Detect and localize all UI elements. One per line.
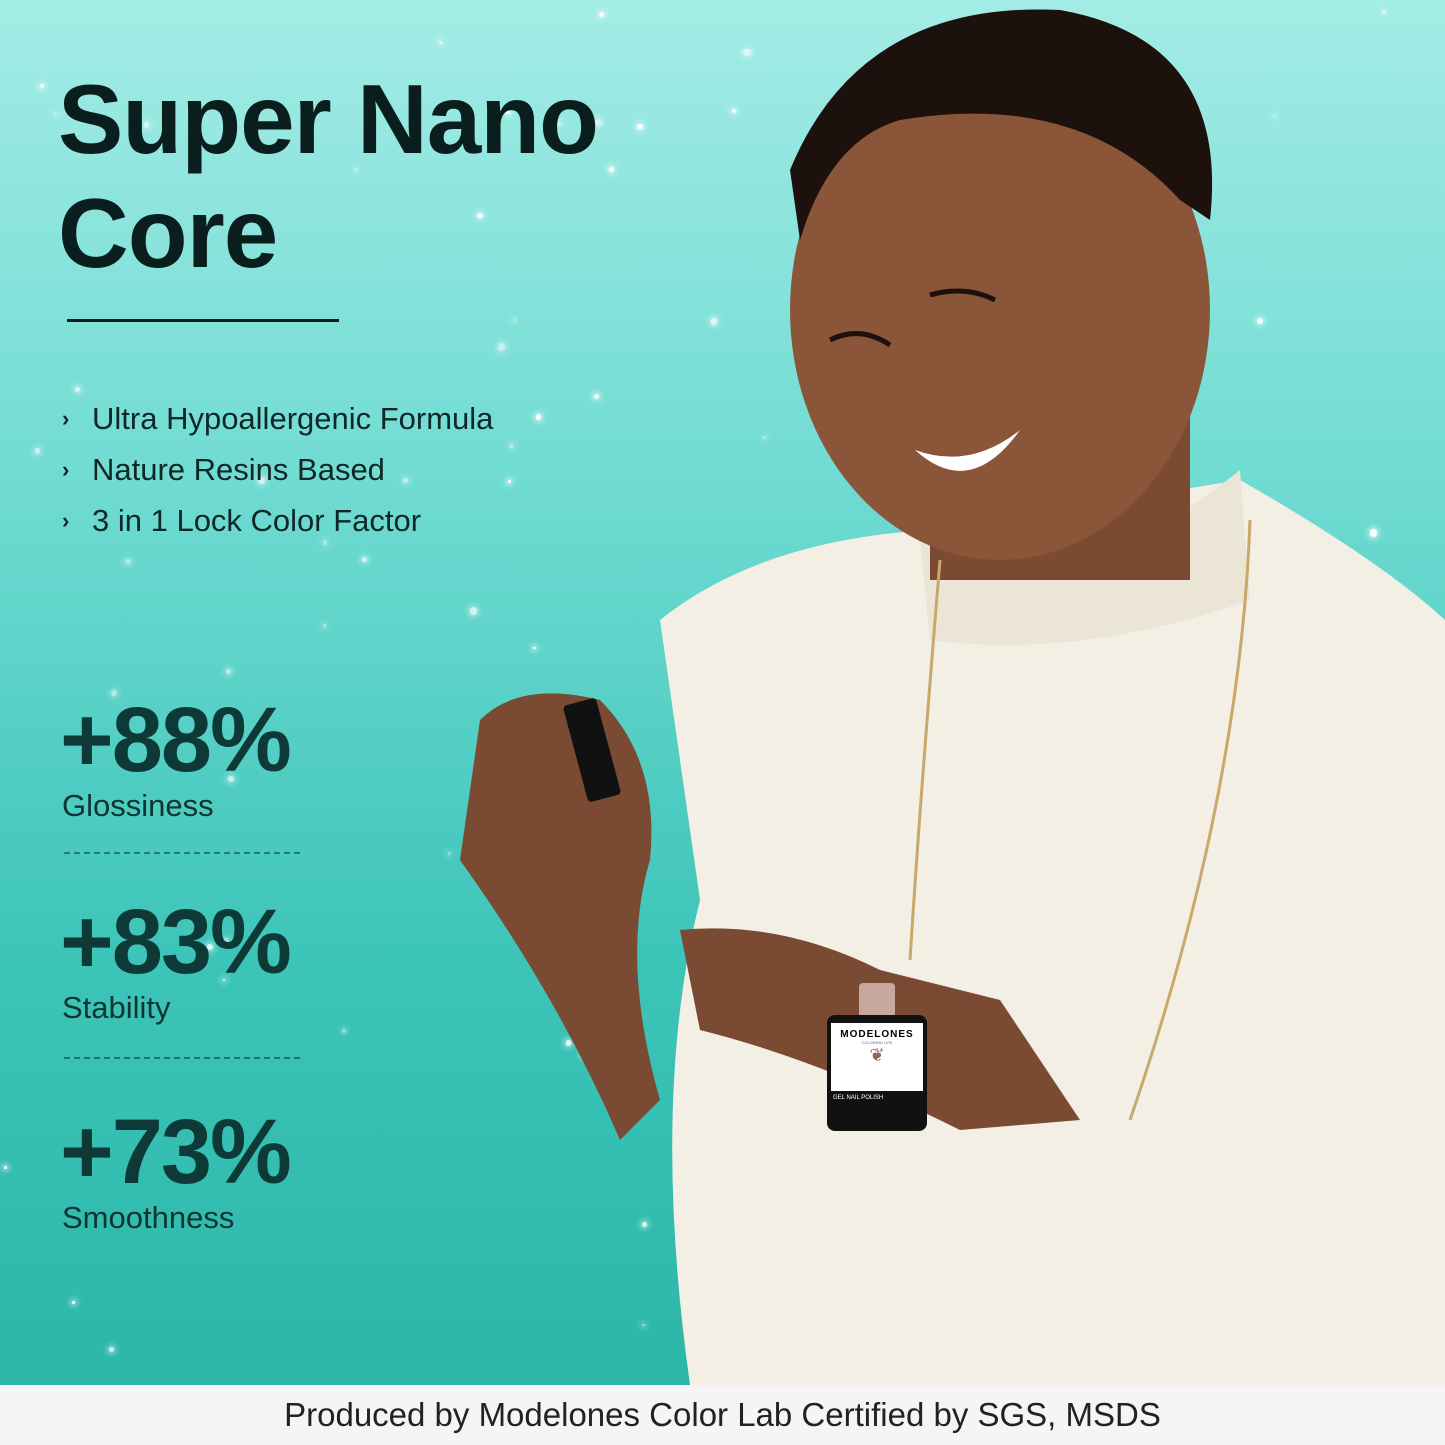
chevron-right-icon: › (62, 405, 70, 431)
hair (790, 9, 1213, 240)
left-hand (460, 693, 660, 1140)
sparkle (447, 852, 450, 855)
bottle-product-name: GEL NAIL POLISH (833, 1095, 884, 1101)
sparkle (637, 123, 643, 130)
stat-smoothness: +73% Smoothness (60, 1101, 292, 1236)
sparkle (109, 1347, 114, 1352)
sparkle (1256, 318, 1263, 325)
feature-item: › 3 in 1 Lock Color Factor (62, 502, 422, 538)
sparkle (762, 436, 766, 440)
sparkle (257, 476, 265, 484)
sparkle (54, 113, 58, 117)
sparkle (226, 668, 231, 674)
face (790, 60, 1210, 560)
sparkle (509, 444, 514, 449)
sparkle (222, 937, 229, 944)
sparkle (469, 606, 478, 615)
sweater (660, 480, 1445, 1385)
sparkle (342, 1029, 346, 1033)
sparkle (197, 227, 205, 235)
sparkle (354, 169, 357, 172)
sparkle (743, 48, 752, 57)
product-bottle: MODELONES COLORING LIFE ❦ GEL NAIL POLIS… (827, 983, 927, 1131)
sparkle (34, 448, 41, 454)
sparkle (207, 944, 213, 950)
sparkle (1369, 529, 1378, 537)
sparkle (535, 413, 542, 420)
stat-label: Stability (62, 990, 171, 1025)
sparkle (505, 110, 510, 115)
bee-logo-icon: ❦ (869, 1045, 885, 1065)
sparkle (641, 1323, 645, 1327)
sparkle (39, 83, 44, 88)
sparkle (497, 343, 506, 351)
sparkle (1382, 9, 1386, 14)
brush-cap (563, 698, 621, 802)
sparkle (403, 477, 409, 484)
sparkle (72, 1300, 76, 1304)
sparkle (143, 122, 150, 128)
sparkle (477, 212, 483, 218)
sparkle (323, 623, 327, 627)
stat-value: +88% (60, 689, 292, 791)
footer-certification: Produced by Modelones Color Lab Certifie… (0, 1385, 1445, 1445)
stat-value: +83% (60, 891, 292, 993)
feature-item: › Nature Resins Based (62, 451, 385, 487)
stat-divider (64, 852, 300, 854)
sparkle (595, 119, 603, 127)
stat-stability: +83% Stability (60, 891, 292, 1026)
sparkle (599, 11, 605, 17)
sparkle (75, 387, 81, 393)
sparkle (124, 558, 131, 565)
stat-value: +73% (60, 1101, 292, 1203)
stat-glossiness: +88% Glossiness (60, 689, 292, 824)
stat-divider (64, 1057, 300, 1059)
hero-banner: MODELONES COLORING LIFE ❦ GEL NAIL POLIS… (0, 0, 1445, 1385)
feature-item: › Ultra Hypoallergenic Formula (62, 400, 494, 436)
sparkle (508, 480, 511, 483)
sparkle (641, 1222, 647, 1228)
sparkle (322, 540, 327, 545)
sparkle (362, 556, 368, 562)
chevron-right-icon: › (62, 456, 70, 482)
sparkle (555, 120, 561, 127)
necklace (908, 519, 1252, 1121)
sparkle (1273, 114, 1276, 118)
sparkle (110, 690, 117, 697)
headline: Super Nano Core (58, 64, 599, 288)
stat-label: Smoothness (62, 1200, 235, 1235)
sparkle (609, 166, 615, 172)
sparkle (228, 776, 235, 783)
sparkle (4, 1165, 8, 1169)
headline-divider (67, 319, 339, 322)
sparkle (593, 393, 600, 400)
stat-label: Glossiness (62, 788, 214, 823)
sparkle (223, 979, 226, 982)
sparkle (711, 318, 718, 325)
sparkle (533, 646, 536, 649)
bottle-brand: MODELONES (840, 1029, 914, 1040)
bottle-tagline: COLORING LIFE (861, 1040, 893, 1045)
sparkle (513, 318, 517, 322)
sparkle (439, 40, 443, 44)
sparkle (565, 1039, 572, 1046)
chevron-right-icon: › (62, 507, 70, 533)
feature-list: › Ultra Hypoallergenic Formula › Nature Re… (62, 393, 493, 546)
sparkle (731, 108, 737, 114)
